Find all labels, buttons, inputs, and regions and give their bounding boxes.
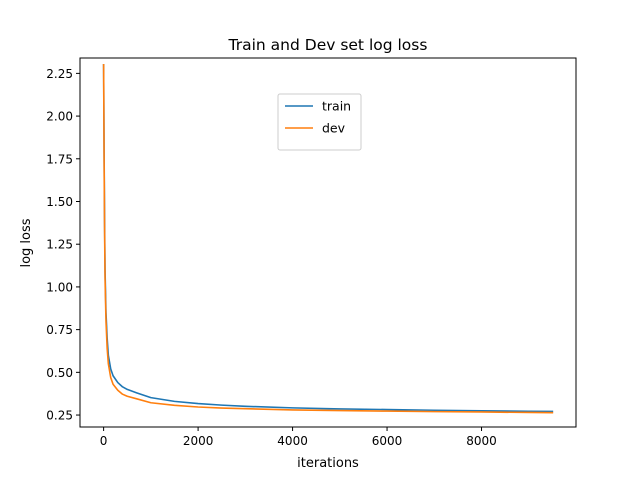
y-tick-label: 0.75	[46, 323, 73, 337]
series-line-dev	[102, 64, 554, 414]
y-tick-label: 1.75	[46, 152, 73, 166]
x-tick-label: 0	[100, 434, 108, 448]
y-tick-label: 0.50	[46, 366, 73, 380]
y-tick-label: 0.25	[46, 409, 73, 423]
legend-label-dev: dev	[322, 121, 346, 136]
legend: train dev	[277, 93, 362, 151]
x-tick-label: 8000	[466, 434, 497, 448]
y-tick-label: 2.00	[46, 110, 73, 124]
x-tick-label: 6000	[372, 434, 403, 448]
legend-label-train: train	[322, 99, 351, 114]
x-tick-label: 2000	[183, 434, 214, 448]
x-axis-ticks: 0 2000 4000 6000 8000	[100, 427, 497, 448]
y-tick-label: 1.50	[46, 195, 73, 209]
y-tick-label: 2.25	[46, 67, 73, 81]
plot-frame	[79, 57, 577, 428]
series-lines	[102, 64, 554, 414]
x-axis-label: iterations	[297, 456, 359, 471]
y-axis-ticks: 0.25 0.50 0.75 1.00 1.25 1.50 1.75 2.00 2.25	[46, 67, 80, 423]
legend-box	[277, 93, 362, 151]
x-tick-label: 4000	[277, 434, 308, 448]
y-tick-label: 1.00	[46, 280, 73, 294]
chart-title: Train and Dev set log loss	[228, 36, 428, 54]
y-tick-label: 1.25	[46, 238, 73, 252]
y-axis-label: log loss	[19, 218, 34, 267]
